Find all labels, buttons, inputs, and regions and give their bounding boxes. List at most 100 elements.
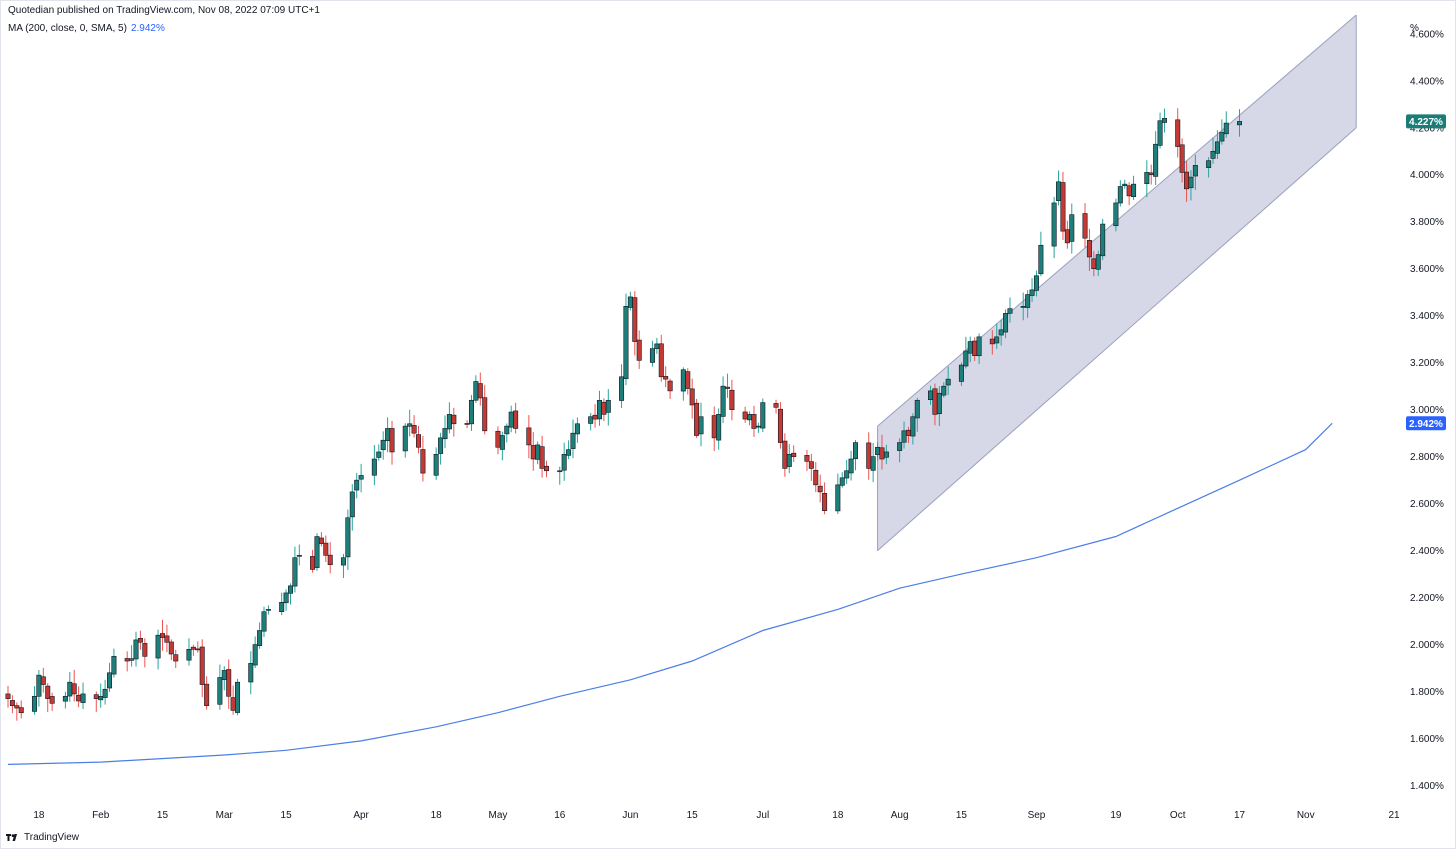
candle[interactable] [283, 589, 289, 611]
candle[interactable] [49, 692, 55, 711]
candle[interactable] [1206, 157, 1212, 178]
candle[interactable] [402, 423, 408, 458]
candle[interactable] [1060, 171, 1066, 241]
candle[interactable] [1056, 170, 1062, 206]
candle[interactable] [897, 438, 903, 463]
candle[interactable] [349, 484, 355, 531]
candle[interactable] [716, 408, 722, 450]
candle[interactable] [18, 700, 24, 719]
candle[interactable] [230, 685, 236, 715]
candle[interactable] [848, 450, 854, 481]
candle[interactable] [296, 544, 302, 566]
candle[interactable] [508, 405, 514, 433]
candle[interactable] [442, 415, 448, 449]
candle[interactable] [265, 605, 271, 615]
candle[interactable] [31, 686, 37, 715]
candle[interactable] [822, 482, 828, 515]
candle[interactable] [248, 651, 254, 695]
candle[interactable] [680, 367, 686, 401]
candle[interactable] [62, 691, 68, 709]
parallel-channel[interactable] [877, 14, 1357, 552]
candle[interactable] [839, 472, 845, 488]
candle[interactable] [318, 532, 324, 547]
candle[interactable] [1214, 130, 1220, 159]
candle[interactable] [724, 373, 730, 398]
candle[interactable] [773, 399, 779, 414]
candle[interactable] [107, 662, 113, 692]
candle[interactable] [137, 630, 143, 650]
candle[interactable] [817, 474, 823, 503]
candle[interactable] [544, 460, 550, 478]
candle[interactable] [804, 449, 810, 471]
candle[interactable] [685, 368, 691, 395]
candle[interactable] [1051, 196, 1057, 259]
candle[interactable] [217, 664, 223, 710]
candle[interactable] [698, 402, 704, 447]
indicator-legend[interactable]: MA (200, close, 0, SMA, 5) 2.942% [8, 23, 165, 34]
candle[interactable] [883, 444, 889, 465]
candle[interactable] [619, 364, 625, 409]
candle[interactable] [67, 671, 73, 702]
time-axis[interactable]: 18 Feb 15 Mar 15 Apr 18 May 16 Jun 15 Jul 18 Aug 15 Sep… [33, 810, 1400, 821]
candle[interactable] [1122, 179, 1128, 189]
candle[interactable] [499, 431, 505, 461]
candle[interactable] [1161, 108, 1167, 133]
candle[interactable] [235, 678, 241, 716]
candle[interactable] [994, 323, 1000, 349]
candle[interactable] [1069, 203, 1075, 254]
candle[interactable] [186, 638, 192, 666]
candle[interactable] [1223, 111, 1229, 138]
candle[interactable] [1033, 270, 1039, 297]
candle[interactable] [173, 649, 179, 669]
candle[interactable] [221, 666, 227, 691]
candle[interactable] [279, 592, 285, 616]
candle[interactable] [446, 402, 452, 434]
candle[interactable] [36, 670, 42, 707]
candles[interactable] [5, 108, 1243, 721]
candle[interactable] [159, 619, 165, 651]
candle[interactable] [292, 546, 298, 593]
candle[interactable] [345, 509, 351, 570]
candle[interactable] [124, 651, 130, 672]
candle[interactable] [340, 553, 346, 579]
candle[interactable] [190, 644, 196, 656]
candle[interactable] [901, 421, 907, 449]
candle[interactable] [80, 682, 86, 710]
candle[interactable] [1007, 297, 1013, 323]
candle[interactable] [468, 394, 474, 431]
candle[interactable] [539, 435, 545, 478]
candle[interactable] [689, 378, 695, 419]
candle[interactable] [9, 695, 15, 714]
candle[interactable] [535, 441, 541, 465]
candle[interactable] [513, 402, 519, 434]
candle[interactable] [601, 398, 607, 422]
candle[interactable] [1064, 220, 1070, 249]
candle[interactable] [570, 419, 576, 459]
candle[interactable] [199, 639, 205, 698]
candle[interactable] [530, 432, 536, 471]
candle[interactable] [605, 389, 611, 426]
candle[interactable] [98, 683, 104, 708]
candle[interactable] [71, 669, 77, 702]
candle[interactable] [526, 415, 532, 459]
candle[interactable] [866, 432, 872, 480]
candle[interactable] [667, 378, 673, 399]
candle[interactable] [451, 407, 457, 437]
candle[interactable] [438, 432, 444, 465]
candle[interactable] [389, 420, 395, 465]
candle[interactable] [1157, 112, 1163, 149]
candle[interactable] [566, 440, 572, 460]
candle[interactable] [936, 386, 942, 426]
candle[interactable] [261, 606, 267, 638]
candle[interactable] [1029, 278, 1035, 302]
candle[interactable] [5, 685, 11, 708]
candle[interactable] [760, 398, 766, 433]
candle[interactable] [777, 402, 783, 449]
candle[interactable] [102, 679, 108, 705]
candle[interactable] [791, 445, 797, 462]
candle[interactable] [588, 412, 594, 431]
candle[interactable] [407, 409, 413, 437]
candle[interactable] [1131, 175, 1137, 200]
candle[interactable] [870, 442, 876, 483]
